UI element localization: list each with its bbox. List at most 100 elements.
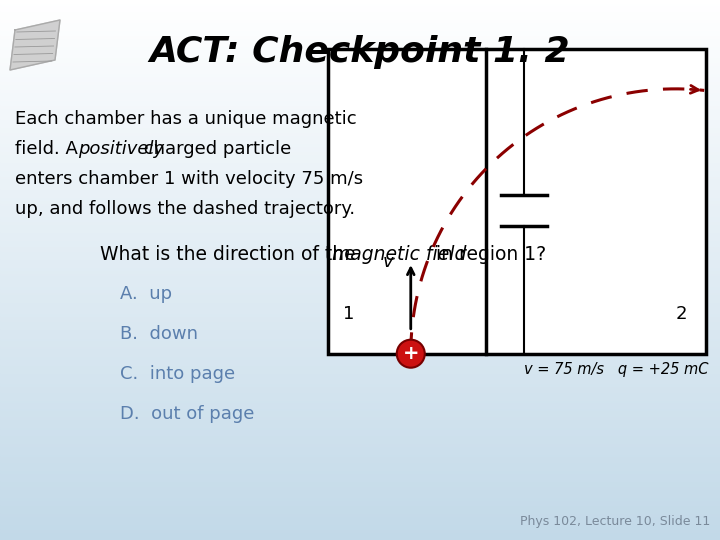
Bar: [0, 385, 720, 389]
Bar: [0, 29, 720, 32]
Bar: [0, 204, 720, 208]
Bar: [0, 447, 720, 451]
Bar: [0, 34, 720, 38]
Text: field. A: field. A: [15, 140, 84, 158]
Bar: [0, 525, 720, 529]
Bar: [0, 58, 720, 62]
Bar: [0, 50, 720, 54]
Text: A.  up: A. up: [120, 285, 172, 303]
Bar: [0, 480, 720, 483]
Bar: [0, 64, 720, 68]
Bar: [0, 323, 720, 327]
Text: 2: 2: [675, 306, 687, 323]
Bar: [0, 31, 720, 35]
Bar: [0, 326, 720, 329]
Bar: [0, 512, 720, 516]
Bar: [0, 69, 720, 73]
Bar: [0, 388, 720, 392]
Bar: [0, 150, 720, 154]
Text: 1: 1: [343, 306, 354, 323]
Bar: [0, 53, 720, 57]
Bar: [0, 226, 720, 230]
Bar: [0, 42, 720, 46]
Bar: [0, 272, 720, 275]
Bar: [0, 515, 720, 518]
Text: Phys 102, Lecture 10, Slide 11: Phys 102, Lecture 10, Slide 11: [520, 515, 710, 528]
Bar: [0, 307, 720, 310]
Bar: [0, 115, 720, 119]
Bar: [0, 523, 720, 526]
Text: What is the direction of the: What is the direction of the: [100, 245, 361, 264]
Bar: [0, 399, 720, 402]
Bar: [0, 353, 720, 356]
Bar: [0, 461, 720, 464]
Bar: [0, 228, 720, 232]
Bar: [0, 455, 720, 459]
Bar: [0, 158, 720, 162]
Bar: [0, 112, 720, 116]
Bar: [0, 277, 720, 281]
Bar: [0, 75, 720, 78]
Bar: [0, 96, 720, 100]
Text: +: +: [402, 344, 419, 363]
Bar: [0, 199, 720, 202]
Bar: [0, 434, 720, 437]
Text: D.  out of page: D. out of page: [120, 405, 254, 423]
Bar: [0, 269, 720, 273]
Bar: [0, 193, 720, 197]
Bar: [0, 120, 720, 124]
Bar: [0, 83, 720, 86]
Bar: [0, 320, 720, 324]
Bar: [0, 471, 720, 475]
Bar: [0, 390, 720, 394]
Bar: [0, 436, 720, 440]
Bar: [0, 264, 720, 267]
Bar: [0, 350, 720, 354]
Bar: [0, 315, 720, 319]
Bar: [0, 80, 720, 84]
Bar: [0, 2, 720, 5]
Bar: [0, 212, 720, 216]
Bar: [0, 21, 720, 24]
Bar: [328, 49, 706, 354]
Text: magnetic field: magnetic field: [332, 245, 467, 264]
Bar: [0, 7, 720, 11]
Bar: [0, 282, 720, 286]
Bar: [0, 380, 720, 383]
Bar: [0, 444, 720, 448]
Bar: [0, 423, 720, 427]
Bar: [0, 355, 720, 359]
Bar: [0, 245, 720, 248]
Bar: [0, 412, 720, 416]
Bar: [0, 401, 720, 405]
Bar: [0, 312, 720, 316]
Bar: [0, 131, 720, 135]
Bar: [0, 161, 720, 165]
Bar: [0, 123, 720, 127]
Bar: [0, 220, 720, 224]
Bar: [0, 266, 720, 270]
Bar: [0, 166, 720, 170]
Bar: [0, 372, 720, 375]
Bar: [0, 369, 720, 373]
Bar: [0, 498, 720, 502]
Text: v: v: [383, 253, 393, 271]
Bar: [0, 185, 720, 189]
Bar: [0, 304, 720, 308]
Bar: [0, 207, 720, 211]
Bar: [0, 18, 720, 22]
Bar: [0, 426, 720, 429]
Bar: [0, 153, 720, 157]
Bar: [0, 56, 720, 59]
Text: C.  into page: C. into page: [120, 365, 235, 383]
Bar: [0, 66, 720, 70]
Circle shape: [397, 340, 425, 368]
Bar: [0, 45, 720, 49]
Bar: [0, 466, 720, 470]
Bar: [0, 253, 720, 256]
Bar: [0, 147, 720, 151]
Bar: [0, 169, 720, 173]
Bar: [0, 255, 720, 259]
Bar: [0, 93, 720, 97]
Bar: [0, 0, 720, 3]
